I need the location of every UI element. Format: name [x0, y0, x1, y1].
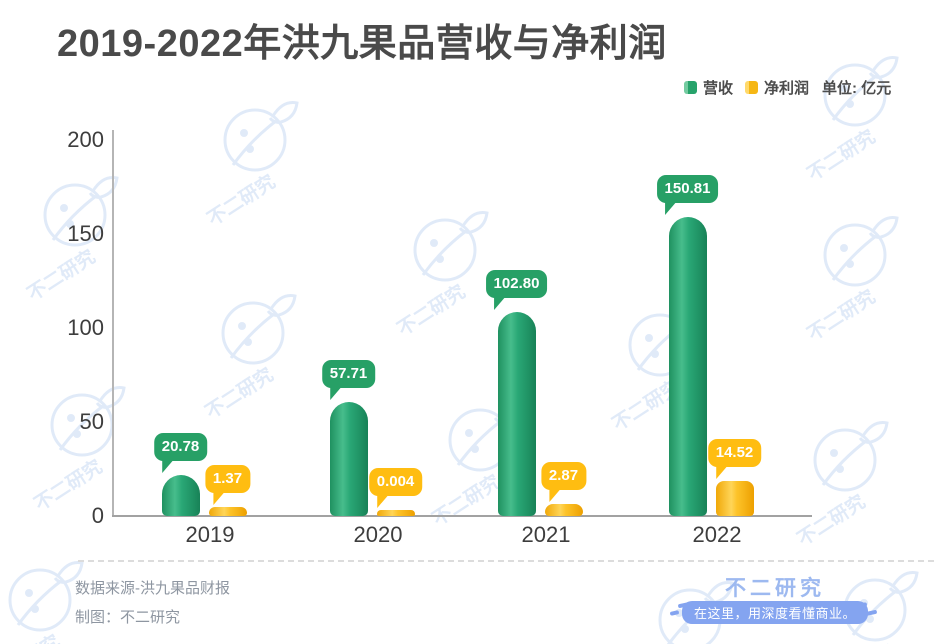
y-tick-label: 0: [91, 503, 104, 528]
legend-swatch-profit: [745, 81, 759, 94]
revenue-bar-2022: [668, 217, 707, 516]
x-axis-label: 2019: [185, 522, 235, 547]
revenue-label-2019: 20.78: [153, 432, 208, 473]
legend-label-revenue: 营收: [703, 80, 734, 97]
y-axis-line: [112, 130, 114, 516]
footer-divider: [78, 560, 934, 562]
brand-name: 不二研究: [725, 577, 825, 600]
profit-bar-2021: [544, 504, 583, 516]
profit-label-2019: 1.37: [204, 465, 251, 506]
revenue-label-2022: 150.81: [656, 175, 719, 216]
value-label-text: 57.71: [329, 364, 368, 382]
x-axis-line: [112, 515, 812, 517]
bubble-tail: [329, 385, 342, 400]
value-label-text: 14.52: [715, 444, 754, 462]
watermark-logo: 不二研究: [393, 211, 489, 340]
x-axis-label: 2020: [353, 522, 403, 547]
watermark-logo: 不二研究: [203, 101, 299, 230]
revenue-label-2021: 102.80: [485, 270, 548, 311]
watermark-logo: 不二研究: [823, 571, 919, 644]
value-label-text: 102.80: [493, 275, 540, 293]
watermark-logo: 不二研究: [30, 386, 126, 515]
bubble-tail: [161, 458, 174, 473]
data-source: 数据来源-洪九果品财报: [75, 580, 230, 597]
chart-credit: 制图：不二研究: [75, 609, 181, 626]
value-label-text: 150.81: [664, 180, 711, 198]
brand-tagline: 在这里，用深度看懂商业。: [693, 606, 857, 621]
revenue-label-2020: 57.71: [321, 359, 376, 400]
watermark-logo: 不二研究: [803, 216, 899, 345]
revenue-bar-2019: [161, 474, 200, 516]
x-axis-label: 2021: [521, 522, 571, 547]
legend-swatch-revenue: [684, 81, 697, 94]
legend-label-profit: 净利润: [764, 80, 810, 97]
bubble-tail: [548, 488, 561, 503]
x-axis-label: 2022: [692, 522, 742, 547]
value-label-text: 20.78: [161, 437, 200, 455]
badge-dash: [669, 610, 680, 616]
profit-bar-2022: [715, 481, 754, 516]
bubble-tail: [664, 201, 677, 216]
brand-block: 不二研究 在这里，用深度看懂商业。: [630, 570, 920, 632]
watermark-logo: 不二研究: [201, 294, 297, 423]
bubble-tail: [376, 493, 389, 508]
watermark-logo: 不二研究: [793, 421, 889, 550]
value-label-text: 1.37: [212, 470, 243, 488]
bubble-tail: [212, 491, 225, 506]
bubble-tail: [493, 296, 506, 311]
profit-label-2022: 14.52: [707, 439, 762, 480]
watermark-logo: 不二研究: [23, 176, 119, 305]
watermark-logo: 不二研究: [803, 56, 899, 185]
unit-label: 单位: 亿元: [822, 80, 892, 97]
value-label-text: 2.87: [548, 467, 579, 485]
legend: 营收 净利润 单位: 亿元: [684, 77, 891, 98]
chart-title: 2019-2022年洪九果品营收与净利润: [57, 23, 667, 65]
profit-bar-2019: [208, 507, 247, 516]
profit-bar-2020: [376, 509, 415, 516]
value-label-text: 0.004: [376, 472, 415, 490]
y-tick-label: 150: [67, 221, 104, 246]
y-tick-label: 100: [67, 315, 104, 340]
y-tick-label: 200: [67, 127, 104, 152]
revenue-bar-2021: [497, 312, 536, 516]
profit-label-2021: 2.87: [540, 462, 587, 503]
bubble-tail: [715, 465, 728, 480]
brand-tagline-badge: 在这里，用深度看懂商业。: [681, 601, 869, 624]
profit-label-2020: 0.004: [368, 467, 423, 508]
y-tick-label: 50: [79, 409, 104, 434]
watermark-logo: 不二研究: [0, 561, 84, 644]
revenue-bar-2020: [329, 401, 368, 516]
